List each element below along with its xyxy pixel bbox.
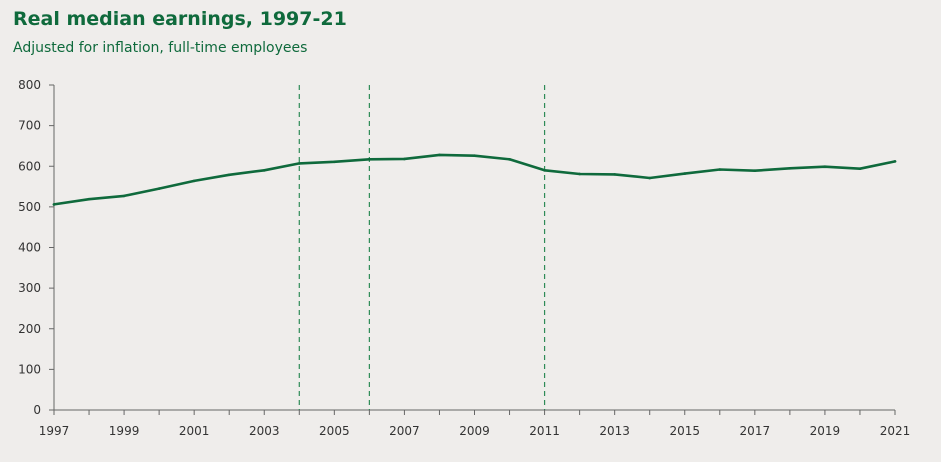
y-tick-label: 800 [18,78,41,92]
data-point [893,160,897,163]
data-point [683,172,687,175]
x-tick-label: 2017 [740,424,771,438]
y-tick-label: 500 [18,200,41,214]
data-point [227,173,231,177]
data-point [858,167,862,170]
x-tick-label: 2007 [389,424,420,438]
x-tick-label: 1999 [109,424,140,438]
y-tick-label: 0 [33,403,41,417]
data-point [438,153,441,157]
data-point [753,169,757,173]
data-point [788,166,792,170]
data-point [613,173,616,176]
data-point [52,203,56,206]
data-point [368,158,371,161]
x-tick-label: 2015 [669,424,700,438]
y-tick-label: 300 [18,281,41,295]
y-tick-label: 700 [18,119,41,133]
x-tick-label: 2003 [249,424,280,438]
data-point [87,197,91,201]
data-point [823,165,827,168]
data-point [262,169,266,172]
x-tick-label: 2011 [529,424,560,438]
x-tick-label: 1997 [39,424,70,438]
data-point [718,168,722,171]
data-point [192,179,196,183]
data-point [473,154,476,157]
y-tick-label: 600 [18,159,41,173]
y-tick-label: 200 [18,322,41,336]
data-point [297,162,301,165]
y-tick-label: 100 [18,362,41,376]
data-point [122,194,126,198]
x-tick-label: 2013 [599,424,630,438]
data-point [578,172,581,176]
data-point [508,158,511,161]
data-point [648,176,652,180]
x-tick-label: 2019 [810,424,841,438]
data-point [543,169,546,172]
y-tick-label: 400 [18,241,41,255]
x-tick-label: 2005 [319,424,350,438]
chart-title: Real median earnings, 1997-21 [13,8,347,30]
x-tick-label: 2009 [459,424,490,438]
earnings-series-line [52,153,897,206]
chart-subtitle: Adjusted for inflation, full-time employ… [13,40,308,56]
data-point [403,157,406,161]
x-tick-label: 2001 [179,424,210,438]
data-point [157,187,161,190]
data-point [333,160,336,164]
x-tick-label: 2021 [880,424,911,438]
